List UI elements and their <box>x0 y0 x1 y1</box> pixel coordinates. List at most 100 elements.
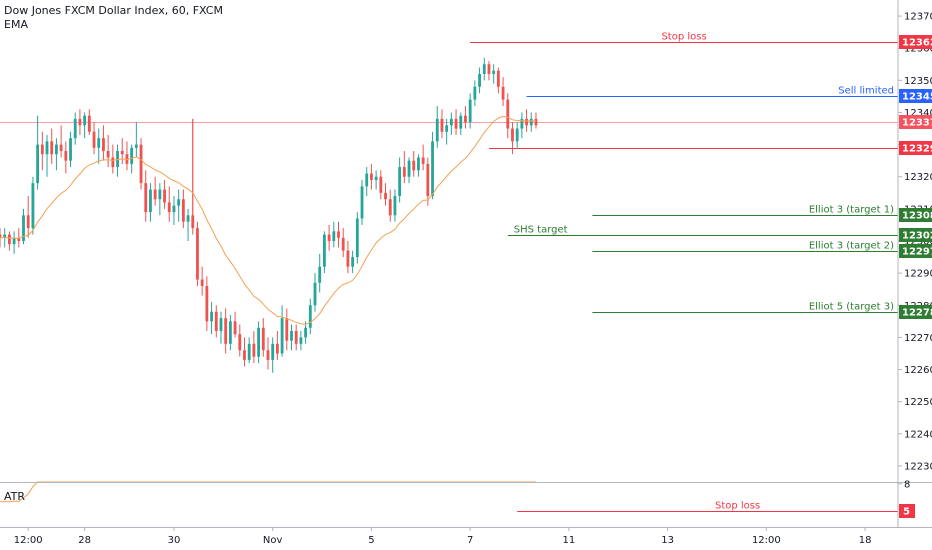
candle-body <box>449 118 453 126</box>
y-tick-label: 12260 <box>904 365 932 376</box>
candle-body <box>322 234 326 267</box>
candle-body <box>365 173 369 187</box>
candle-body <box>337 231 340 238</box>
candle-body <box>50 141 54 155</box>
candle-body <box>393 196 397 216</box>
price-tag: 12302 <box>899 228 932 242</box>
atr-line <box>0 481 536 503</box>
candle-body <box>464 115 467 123</box>
candle-body <box>214 311 218 331</box>
y-tick-label: 12360 <box>904 44 932 55</box>
price-tag-text: 12362 <box>902 38 932 49</box>
candle-body <box>210 311 213 322</box>
price-tag: 12278 <box>899 305 932 319</box>
level-label: Elliot 5 (target 3) <box>809 302 894 313</box>
candle-body <box>196 228 199 280</box>
candle-body <box>130 147 134 164</box>
candle-body <box>186 215 190 222</box>
candle-body <box>412 160 416 171</box>
price-tag-bg <box>899 115 932 129</box>
atr-level-label: Stop loss <box>715 501 760 512</box>
x-tick-label: 12:00 <box>14 535 43 546</box>
candle-body <box>407 160 411 177</box>
candle-body <box>294 330 298 344</box>
candle-body <box>149 189 152 213</box>
price-tag-text: 12329 <box>902 144 932 155</box>
candle-body <box>341 237 345 251</box>
candle-body <box>55 144 58 155</box>
x-tick-label: Nov <box>263 535 283 546</box>
level-label: Sell limited <box>838 86 894 97</box>
candle-body <box>83 115 87 126</box>
candle-body <box>421 157 425 164</box>
candle-body <box>177 199 181 206</box>
price-tag: 12345 <box>899 89 932 103</box>
candle-body <box>238 334 242 351</box>
candle-body <box>139 144 143 184</box>
candle-body <box>144 183 148 213</box>
y-tick-label: 12320 <box>904 172 932 183</box>
candle-body <box>327 234 331 241</box>
candle-body <box>487 64 491 74</box>
candle-body <box>257 327 260 357</box>
candle-body <box>360 186 364 219</box>
price-tag-bg <box>899 141 932 155</box>
candle-body <box>374 176 378 180</box>
candle-body <box>506 99 510 129</box>
candle-body <box>0 234 2 238</box>
price-tag-bg <box>899 208 932 222</box>
price-tag-bg <box>899 244 932 258</box>
price-tag: 12297 <box>899 244 932 258</box>
x-tick-label: 5 <box>368 535 374 546</box>
candle-body <box>134 144 138 148</box>
atr-pane: Stop loss <box>0 481 898 512</box>
candle-body <box>243 350 246 360</box>
candle-body <box>426 163 430 197</box>
level-label: Stop loss <box>661 32 706 43</box>
candle-body <box>266 350 270 360</box>
price-tag-text: 12337 <box>902 118 932 129</box>
candle-body <box>431 141 434 197</box>
candle-body <box>224 318 228 344</box>
candle-body <box>520 118 524 129</box>
candle-body <box>181 199 185 222</box>
candle-body <box>445 125 449 132</box>
candle-body <box>69 138 72 161</box>
candle-body <box>492 70 496 74</box>
candle-body <box>261 327 265 351</box>
y-tick-label: 12270 <box>904 333 932 344</box>
candle-body <box>299 337 303 344</box>
x-tick-label: 13 <box>661 535 674 546</box>
candle-body <box>111 157 115 168</box>
level-label: SHS target <box>514 225 568 236</box>
atr-price-tag-bg <box>899 504 915 518</box>
candle-body <box>454 118 458 129</box>
x-tick-label: 11 <box>563 535 576 546</box>
candle-body <box>370 173 373 180</box>
x-tick-label: 7 <box>467 535 473 546</box>
candle-body <box>40 144 44 155</box>
candle-body <box>402 167 406 177</box>
candle-body <box>351 257 355 267</box>
price-tag-bg <box>899 35 932 49</box>
candle-body <box>17 237 21 241</box>
candle-body <box>468 99 472 123</box>
candle-body <box>496 70 500 87</box>
x-tick-label: 30 <box>168 535 181 546</box>
candle-body <box>172 205 176 213</box>
candle-body <box>304 327 308 338</box>
candle-body <box>379 176 383 193</box>
candle-body <box>228 321 232 344</box>
price-tag-text: 12302 <box>902 231 932 242</box>
candle-body <box>285 318 289 341</box>
indicator-label: EMA <box>4 18 28 31</box>
candle-body <box>45 141 49 155</box>
candle-body <box>482 64 486 74</box>
candle-body <box>97 138 101 148</box>
candle-body <box>153 189 157 200</box>
candle-body <box>31 183 35 229</box>
candle-body <box>355 218 359 258</box>
candle-body <box>473 86 477 100</box>
candle-body <box>271 343 275 360</box>
